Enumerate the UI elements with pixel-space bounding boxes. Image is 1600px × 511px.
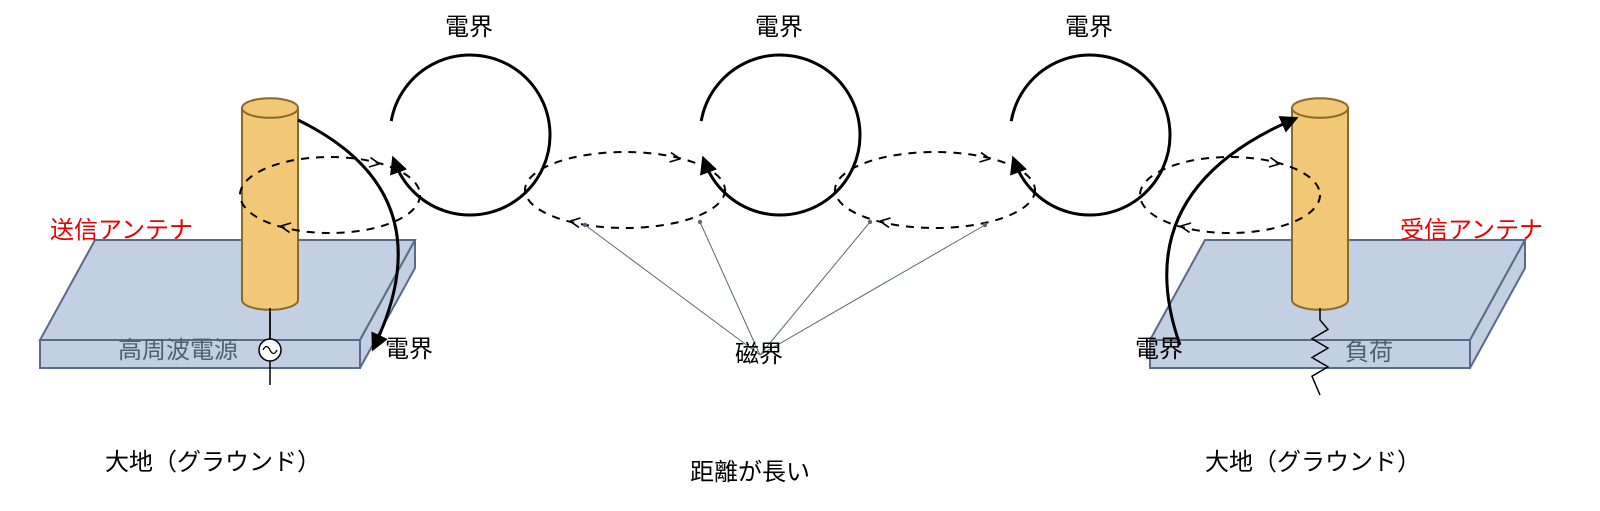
arrow-tip-icon — [1269, 158, 1280, 167]
load-label: 負荷 — [1345, 339, 1393, 366]
leader-line — [585, 225, 760, 355]
arrow-tip-icon — [880, 218, 891, 227]
plate-front — [1150, 340, 1470, 368]
h-field-label: 磁界 — [735, 341, 783, 368]
arrow-tip-icon — [570, 218, 581, 227]
rx-antenna-label: 受信アンテナ — [1400, 217, 1543, 244]
distance-label: 距離が長い — [690, 459, 810, 486]
plate-top — [40, 240, 415, 340]
antenna-top — [1292, 98, 1348, 118]
h-field-loop — [525, 152, 725, 228]
e-field-loop — [391, 55, 550, 215]
leader-line — [700, 222, 760, 355]
e-field-label: 電界 — [1065, 14, 1113, 41]
ground-left-label: 大地（グラウンド） — [105, 449, 321, 476]
antenna-top — [242, 98, 298, 118]
arrow-tip-icon — [1181, 223, 1192, 232]
tx-antenna-label: 送信アンテナ — [50, 217, 193, 244]
leader-line — [760, 222, 870, 355]
ground-right-label: 大地（グラウンド） — [1205, 449, 1421, 476]
e-field-label: 電界 — [1135, 336, 1183, 363]
antenna-body — [1292, 108, 1348, 310]
arrow-tip-icon — [369, 158, 380, 167]
leader-line — [760, 225, 985, 355]
h-field-loop — [835, 152, 1035, 228]
hf-source-label: 高周波電源 — [118, 337, 238, 364]
antenna-body — [242, 108, 298, 310]
e-field-label: 電界 — [385, 336, 433, 363]
e-field-label: 電界 — [755, 14, 803, 41]
e-field-label: 電界 — [445, 14, 493, 41]
